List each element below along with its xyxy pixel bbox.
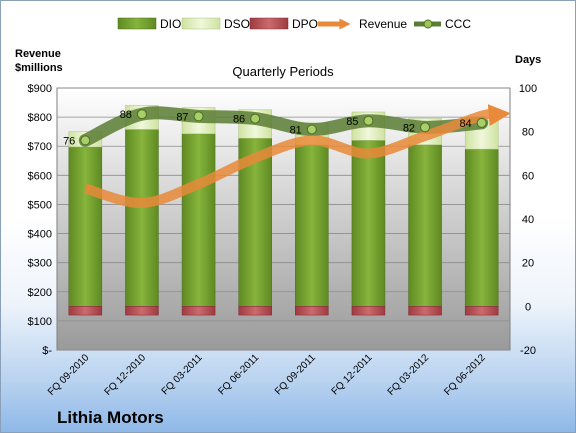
bar-dio — [295, 144, 329, 307]
bar-dpo — [295, 306, 329, 316]
right-tick-label: 80 — [522, 127, 534, 139]
x-tick-label: FQ 09-2010 — [46, 352, 92, 398]
ccc-point — [476, 117, 487, 128]
ccc-data-label: 84 — [459, 118, 471, 130]
legend-swatch-dpo — [249, 17, 289, 30]
right-tick-label: 20 — [522, 258, 534, 270]
left-axis-ticks: $- $100 $200 $300 $400 $500 $600 $700 $800 $900 — [28, 83, 53, 357]
x-tick-label: FQ 03-2012 — [386, 352, 432, 398]
legend-item-revenue: Revenue — [318, 17, 407, 31]
right-tick-label: 100 — [519, 83, 537, 95]
left-tick-label: $900 — [28, 83, 52, 95]
chart-title: Quarterly Periods — [232, 64, 334, 79]
ccc-data-label: 88 — [120, 109, 132, 121]
lines: 76 88 87 86 81 85 82 84 — [63, 104, 511, 208]
ccc-point — [363, 115, 374, 126]
legend-marker-ccc — [423, 19, 433, 29]
legend-label-dio: DIO — [160, 17, 181, 31]
legend-label-ccc: CCC — [445, 17, 471, 31]
ccc-data-label: 86 — [233, 114, 245, 126]
bar-dpo — [68, 306, 103, 316]
ccc-point — [80, 135, 91, 146]
bar-dpo — [125, 306, 159, 316]
left-tick-label: $100 — [28, 316, 52, 328]
revenue-line — [83, 104, 511, 208]
bars — [68, 105, 499, 316]
bar-dpo — [408, 306, 442, 316]
left-tick-label: $300 — [28, 258, 52, 270]
ccc-data-label: 82 — [403, 122, 415, 134]
legend-swatch-dso — [181, 17, 221, 30]
ccc-point — [420, 122, 431, 133]
x-tick-label: FQ 06-2012 — [442, 352, 488, 398]
ccc-data-label: 81 — [290, 124, 302, 136]
bar-dio — [68, 146, 103, 307]
left-axis-label-line1: Revenue — [15, 48, 61, 60]
company-name: Lithia Motors — [57, 408, 164, 427]
x-tick-label: FQ 12-2010 — [103, 352, 149, 398]
bar-dpo — [351, 306, 386, 316]
x-tick-label: FQ 09-2011 — [273, 352, 318, 397]
left-tick-label: $500 — [28, 199, 52, 211]
legend-item-dpo: DPO — [249, 17, 318, 31]
legend-label-revenue: Revenue — [359, 17, 407, 31]
bar-dio — [464, 148, 499, 307]
ccc-point — [306, 124, 317, 135]
legend-swatch-dio — [117, 17, 157, 30]
ccc-point — [193, 111, 204, 122]
right-tick-label: 60 — [522, 170, 534, 182]
left-axis-label-line2: $millions — [15, 62, 63, 74]
ccc-point — [250, 113, 261, 124]
left-tick-label: $800 — [28, 112, 52, 124]
right-tick-label: 40 — [522, 214, 534, 226]
left-tick-label: $200 — [28, 287, 52, 299]
x-tick-label: FQ 12-2011 — [330, 352, 375, 397]
right-tick-label: -20 — [520, 345, 536, 357]
ccc-data-label: 76 — [63, 135, 75, 147]
legend: DIO DSO DPO Revenue CCC — [117, 17, 471, 31]
left-tick-label: $- — [42, 345, 52, 357]
legend-label-dso: DSO — [224, 17, 250, 31]
bar-dio — [351, 140, 386, 307]
left-tick-label: $400 — [28, 229, 52, 241]
right-tick-label: 0 — [525, 301, 531, 313]
bar-dio — [408, 144, 442, 307]
bar-dpo — [464, 306, 499, 316]
x-tick-label: FQ 03-2011 — [160, 352, 205, 397]
ccc-data-label: 87 — [176, 111, 188, 123]
bar-dpo — [181, 306, 216, 316]
ccc-data-label: 85 — [346, 116, 358, 128]
bar-dio — [181, 133, 216, 307]
bar-dpo — [238, 306, 272, 316]
left-tick-label: $600 — [28, 170, 52, 182]
bar-dio — [125, 129, 159, 307]
right-axis-ticks: -20 0 20 40 60 80 100 — [519, 83, 537, 357]
right-axis-label: Days — [515, 54, 541, 66]
legend-label-dpo: DPO — [292, 17, 318, 31]
left-tick-label: $700 — [28, 141, 52, 153]
x-axis-labels: FQ 09-2010 FQ 12-2010 FQ 03-2011 FQ 06-2011… — [46, 352, 488, 398]
legend-item-dio: DIO — [117, 17, 181, 31]
ccc-point — [136, 109, 147, 120]
x-tick-label: FQ 06-2011 — [216, 352, 261, 397]
legend-item-ccc: CCC — [414, 17, 471, 31]
legend-item-dso: DSO — [181, 17, 250, 31]
